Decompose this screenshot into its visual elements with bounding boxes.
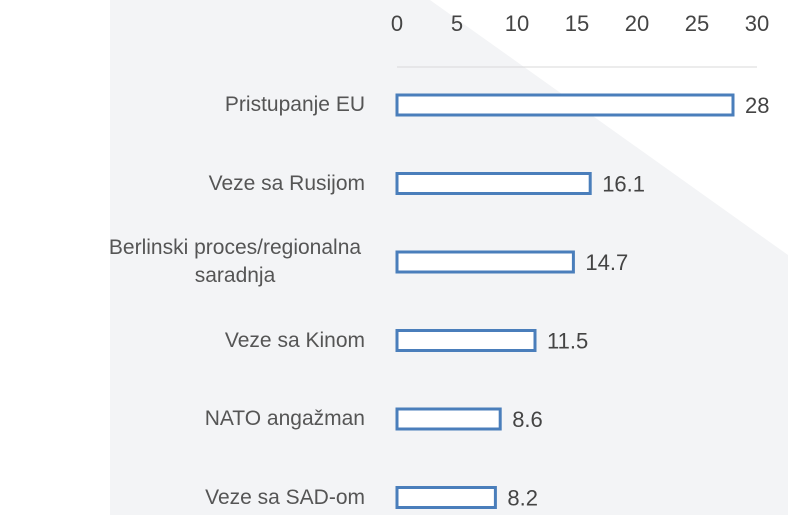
category-label: Veze sa Rusijom (105, 170, 365, 198)
bar (395, 93, 735, 117)
category-text: Pristupanje EU (224, 93, 365, 116)
category-text: Veze sa SAD-om (205, 485, 365, 509)
x-tick-label: 20 (625, 11, 649, 36)
category-text: NATO angažman (204, 407, 365, 430)
x-tick-label: 10 (505, 11, 529, 36)
category-label: Berlinski proces/regionalna saradnja (105, 234, 365, 290)
category-text: Berlinski proces/regionalna saradnja (108, 236, 362, 287)
x-tick-label: 15 (565, 11, 589, 36)
bar (395, 250, 575, 274)
bar (395, 407, 502, 431)
bar (395, 329, 537, 352)
x-tick-label: 25 (685, 11, 709, 36)
category-label: Veze sa Kinom (105, 327, 365, 355)
value-label: 14.7 (585, 250, 628, 275)
category-label: NATO angažman (105, 405, 365, 433)
bar (395, 172, 592, 195)
x-tick-label: 0 (391, 11, 403, 36)
x-tick-label: 30 (745, 11, 769, 36)
value-label: 8.2 (507, 485, 538, 510)
value-label: 16.1 (602, 171, 645, 196)
category-label: Pristupanje EU (105, 91, 365, 119)
bar (395, 486, 497, 509)
category-text: Veze sa Rusijom (208, 171, 365, 195)
x-tick-label: 5 (451, 11, 463, 36)
value-label: 8.6 (512, 407, 543, 432)
value-label: 11.5 (547, 328, 588, 353)
category-text: Veze sa Kinom (224, 328, 365, 352)
value-label: 28 (745, 93, 769, 118)
category-label: Veze sa SAD-om (105, 484, 365, 512)
